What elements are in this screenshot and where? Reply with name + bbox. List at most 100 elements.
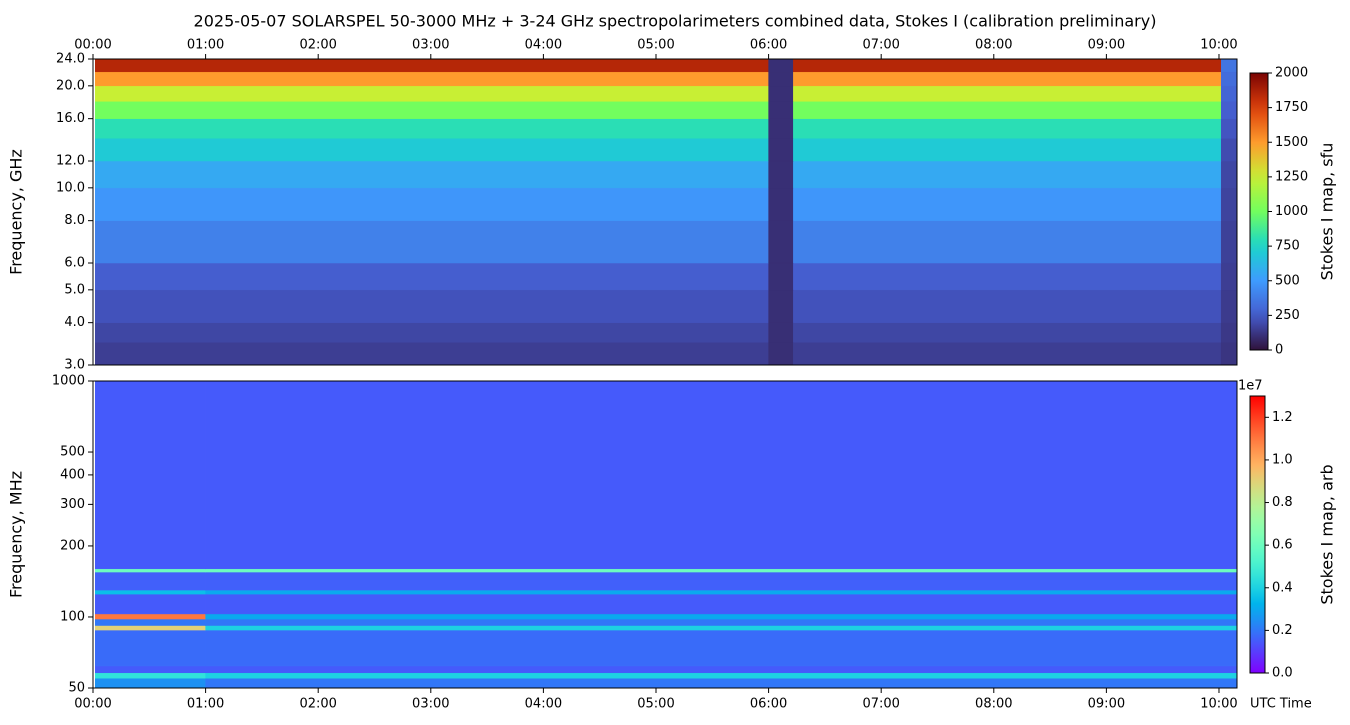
heatmap-cell <box>793 101 1222 119</box>
heatmap-cell <box>95 568 206 573</box>
colorbar-label: Stokes I map, sfu <box>1318 143 1337 281</box>
y-tick-label: 12.0 <box>56 154 85 169</box>
heatmap-cell <box>95 138 769 162</box>
chart-title: 2025-05-07 SOLARSPEL 50-3000 MHz + 3-24 … <box>194 12 1157 31</box>
colorbar-tick-label: 0.8 <box>1272 495 1293 510</box>
heatmap-cell <box>793 322 1222 343</box>
x-tick-label: 08:00 <box>975 697 1012 712</box>
y-tick-label: 20.0 <box>56 78 85 93</box>
heatmap-cell <box>95 101 769 119</box>
x-tick-label: 06:00 <box>750 38 787 53</box>
heatmap-cell <box>205 380 1238 570</box>
plot-frame <box>92 58 1238 366</box>
heatmap-cell <box>1220 342 1238 366</box>
heatmap-cell <box>95 58 769 73</box>
heatmap-cell <box>95 289 769 323</box>
y-tick-label: 5.0 <box>64 282 85 297</box>
heatmap-cell <box>95 71 769 87</box>
x-tick-label: 07:00 <box>862 697 899 712</box>
x-tick-label: 08:00 <box>975 38 1012 53</box>
heatmap-cell <box>793 187 1222 221</box>
colorbar <box>1249 395 1266 674</box>
x-tick-label: 09:00 <box>1088 697 1125 712</box>
heatmap-cell <box>95 187 769 221</box>
colorbar-tick-label: 1000 <box>1275 204 1308 219</box>
heatmap-cell <box>205 593 1238 615</box>
heatmap-cell <box>793 118 1222 139</box>
y-tick-label: 300 <box>60 497 85 512</box>
heatmap-cell <box>205 625 1238 631</box>
heatmap-cell <box>95 220 769 264</box>
heatmap-cell <box>95 618 206 626</box>
heatmap-cell <box>768 220 794 264</box>
x-axis-label: UTC Time <box>1250 697 1312 712</box>
x-tick-label: 02:00 <box>299 697 336 712</box>
heatmap-cell <box>205 665 1238 674</box>
heatmap-cell <box>95 625 206 631</box>
x-tick-label: 05:00 <box>637 697 674 712</box>
colorbar-tick-label: 0.6 <box>1272 538 1293 553</box>
x-tick-label: 10:00 <box>1200 697 1237 712</box>
heatmap-cell <box>1220 71 1238 87</box>
heatmap-cell <box>768 101 794 119</box>
heatmap-cell <box>768 322 794 343</box>
heatmap-cell <box>1220 262 1238 291</box>
heatmap-cell <box>95 85 769 102</box>
heatmap-cell <box>793 262 1222 291</box>
y-tick-label: 200 <box>60 538 85 553</box>
x-tick-label: 03:00 <box>412 697 449 712</box>
heatmap-cell <box>95 262 769 291</box>
heatmap-cell <box>768 71 794 87</box>
heatmap-cell <box>205 672 1238 679</box>
colorbar-tick-label: 0 <box>1275 343 1283 358</box>
colorbar-tick-label: 750 <box>1275 239 1300 254</box>
heatmap-cell <box>768 289 794 323</box>
heatmap-cell <box>1220 187 1238 221</box>
colorbar-label: Stokes I map, arb <box>1318 464 1337 604</box>
x-tick-label: 04:00 <box>525 38 562 53</box>
colorbar-tick-label: 1.2 <box>1272 410 1293 425</box>
y-tick-label: 4.0 <box>64 315 85 330</box>
colorbar-tick-label: 0.4 <box>1272 580 1293 595</box>
x-tick-label: 03:00 <box>412 38 449 53</box>
x-tick-label: 10:00 <box>1200 38 1237 53</box>
y-tick-label: 24.0 <box>56 52 85 67</box>
colorbar-tick-label: 2000 <box>1275 66 1308 81</box>
y-tick-label: 16.0 <box>56 111 85 126</box>
x-tick-label: 05:00 <box>637 38 674 53</box>
heatmap-cell <box>768 85 794 102</box>
heatmap-cell <box>793 289 1222 323</box>
heatmap-cell <box>95 613 206 620</box>
heatmap-cell <box>205 589 1238 595</box>
y-axis-label: Frequency, GHz <box>7 149 26 275</box>
heatmap-cell <box>95 665 206 674</box>
heatmap-cell <box>95 593 206 615</box>
y-tick-label: 1000 <box>52 374 85 389</box>
y-tick-label: 8.0 <box>64 213 85 228</box>
plot-frame <box>92 380 1238 689</box>
x-tick-label: 02:00 <box>299 38 336 53</box>
heatmap-cell <box>793 342 1222 366</box>
colorbar-offset: 1e7 <box>1238 379 1263 394</box>
heatmap-cell <box>95 589 206 595</box>
heatmap-cell <box>768 138 794 162</box>
heatmap-cell <box>1220 118 1238 139</box>
heatmap-cell <box>95 342 769 366</box>
x-tick-label: 06:00 <box>750 697 787 712</box>
heatmap-cell <box>793 138 1222 162</box>
heatmap-cell <box>95 160 769 189</box>
y-tick-label: 400 <box>60 467 85 482</box>
heatmap-cell <box>768 262 794 291</box>
heatmap-cell <box>768 118 794 139</box>
y-tick-label: 500 <box>60 445 85 460</box>
heatmap-cell <box>95 672 206 679</box>
heatmap-cell <box>1220 322 1238 343</box>
heatmap-cell <box>1220 85 1238 102</box>
colorbar-tick-label: 1750 <box>1275 100 1308 115</box>
heatmap-cell <box>1220 220 1238 264</box>
x-tick-label: 00:00 <box>74 38 111 53</box>
y-axis-label: Frequency, MHz <box>7 471 26 598</box>
heatmap-cell <box>1220 101 1238 119</box>
